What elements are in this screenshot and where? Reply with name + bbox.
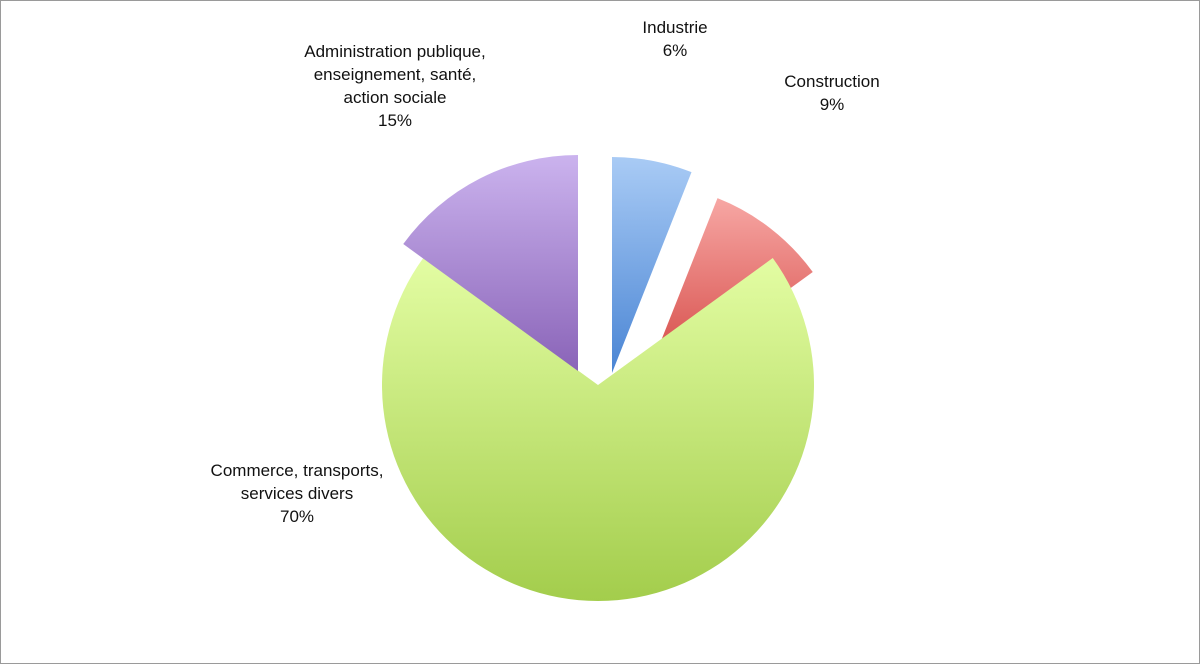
pie-slice [612,157,692,373]
slice-label: Administration publique, enseignement, sa… [304,42,485,130]
slice-label: Commerce, transports, services divers 70% [211,461,384,526]
slice-label-line: Construction [784,72,879,91]
slice-value: 6% [663,41,688,60]
slices-layer [381,155,814,601]
slice-value: 15% [378,111,412,130]
labels-layer: Industrie 6% Construction 9% Commerce, trans… [211,18,880,526]
pie-slice [381,258,814,601]
slice-label-line: Administration publique, [304,42,485,61]
slice-label-line: Industrie [642,18,707,37]
slice-label-line: services divers [241,484,353,503]
slice-label-line: Commerce, transports, [211,461,384,480]
slice-value: 9% [820,95,845,114]
pie-slice [403,155,578,371]
slice-value: 70% [280,507,314,526]
slice-label-line: enseignement, santé, [314,65,477,84]
slice-label: Industrie 6% [642,18,707,60]
slice-label: Construction 9% [784,72,879,114]
slice-label-line: action sociale [343,88,446,107]
